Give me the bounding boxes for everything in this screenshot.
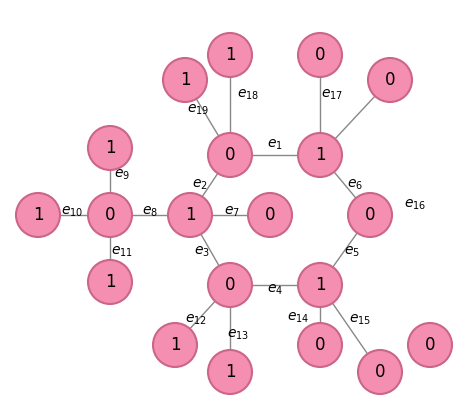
- Circle shape: [88, 126, 132, 170]
- Circle shape: [208, 350, 252, 394]
- Text: $e_{13}$: $e_{13}$: [227, 328, 249, 342]
- Circle shape: [168, 193, 212, 237]
- Text: $e_{1}$: $e_{1}$: [267, 138, 283, 152]
- Text: 1: 1: [225, 363, 235, 381]
- Text: 0: 0: [225, 146, 235, 164]
- Circle shape: [248, 193, 292, 237]
- Text: $e_{9}$: $e_{9}$: [114, 168, 130, 182]
- Circle shape: [88, 193, 132, 237]
- Text: 1: 1: [315, 146, 325, 164]
- Text: $e_{3}$: $e_{3}$: [194, 245, 210, 259]
- Circle shape: [358, 350, 402, 394]
- Text: 0: 0: [315, 46, 325, 64]
- Text: $e_{14}$: $e_{14}$: [287, 311, 309, 325]
- Text: $e_{2}$: $e_{2}$: [192, 178, 208, 192]
- Circle shape: [368, 58, 412, 102]
- Text: 0: 0: [365, 206, 375, 224]
- Circle shape: [208, 133, 252, 177]
- Circle shape: [298, 33, 342, 77]
- Text: 1: 1: [185, 206, 195, 224]
- Text: 0: 0: [225, 276, 235, 294]
- Circle shape: [153, 323, 197, 367]
- Circle shape: [298, 323, 342, 367]
- Text: $e_{4}$: $e_{4}$: [267, 283, 283, 297]
- Text: $e_{6}$: $e_{6}$: [347, 178, 363, 192]
- Text: 0: 0: [375, 363, 385, 381]
- Text: $e_{8}$: $e_{8}$: [142, 205, 158, 219]
- Text: 0: 0: [315, 336, 325, 354]
- Text: 1: 1: [180, 71, 191, 89]
- Circle shape: [163, 58, 207, 102]
- Text: 1: 1: [225, 46, 235, 64]
- Circle shape: [88, 260, 132, 304]
- Circle shape: [16, 193, 60, 237]
- Text: $e_{16}$: $e_{16}$: [404, 198, 426, 212]
- Circle shape: [208, 33, 252, 77]
- Text: 1: 1: [170, 336, 180, 354]
- Text: $e_{11}$: $e_{11}$: [111, 245, 133, 259]
- Circle shape: [208, 263, 252, 307]
- Text: $e_{17}$: $e_{17}$: [321, 88, 343, 102]
- Text: 1: 1: [105, 139, 115, 157]
- Text: 0: 0: [265, 206, 275, 224]
- Text: 0: 0: [385, 71, 395, 89]
- Text: $e_{5}$: $e_{5}$: [344, 245, 360, 259]
- Circle shape: [298, 133, 342, 177]
- Circle shape: [298, 263, 342, 307]
- Text: 1: 1: [33, 206, 43, 224]
- Circle shape: [408, 323, 452, 367]
- Text: $e_{12}$: $e_{12}$: [185, 313, 207, 327]
- Text: 0: 0: [425, 336, 435, 354]
- Text: 0: 0: [105, 206, 115, 224]
- Text: $e_{19}$: $e_{19}$: [187, 103, 209, 117]
- Circle shape: [348, 193, 392, 237]
- Text: $e_{7}$: $e_{7}$: [224, 205, 240, 219]
- Text: $e_{10}$: $e_{10}$: [61, 205, 83, 219]
- Text: $e_{15}$: $e_{15}$: [349, 313, 371, 327]
- Text: 1: 1: [105, 273, 115, 291]
- Text: 1: 1: [315, 276, 325, 294]
- Text: $e_{18}$: $e_{18}$: [237, 88, 259, 102]
